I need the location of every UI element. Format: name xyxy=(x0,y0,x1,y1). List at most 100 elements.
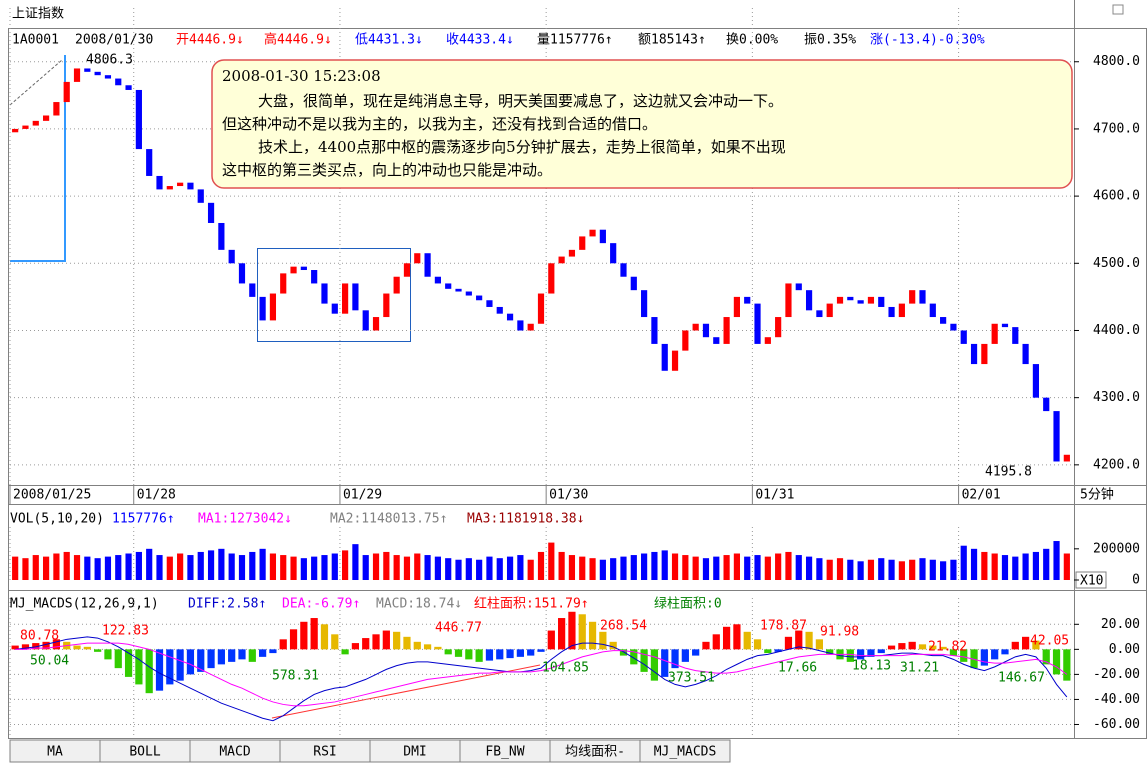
macd-bar xyxy=(949,649,958,656)
volume-bar xyxy=(228,553,235,580)
candle xyxy=(403,263,411,277)
candle xyxy=(455,288,462,292)
volume-bar xyxy=(135,551,142,580)
price-annotation: 4806.3 xyxy=(86,53,133,68)
macd-bar xyxy=(496,649,504,660)
candle xyxy=(177,182,184,187)
macd-bar xyxy=(640,649,648,672)
macd-bar xyxy=(692,649,700,656)
chart-title: 上证指数 xyxy=(12,7,64,22)
volume-bar xyxy=(960,545,967,580)
y-tick-label: 4700.0 xyxy=(1093,121,1140,136)
macd-bar xyxy=(320,624,329,650)
volume-bar xyxy=(671,553,679,580)
candle xyxy=(393,276,400,294)
candle xyxy=(1032,364,1040,398)
macd-bar xyxy=(527,649,535,656)
tab-label[interactable]: MA xyxy=(47,745,63,760)
candle xyxy=(476,295,483,301)
macd-bar xyxy=(712,634,720,650)
macd-bar xyxy=(186,649,195,675)
tab-label[interactable]: DMI xyxy=(403,745,426,760)
macd-bar xyxy=(599,631,607,650)
macd-bar xyxy=(568,611,576,650)
volume-bar xyxy=(434,556,441,580)
candle xyxy=(558,256,565,264)
y-tick-label: 4300.0 xyxy=(1093,390,1140,405)
macd-bar xyxy=(588,621,597,650)
candle xyxy=(671,350,679,371)
legend-item: 红柱面积:151.79↑ xyxy=(474,596,589,612)
tab-label[interactable]: 均线面积- xyxy=(565,745,625,760)
candle xyxy=(383,293,390,318)
unit-label: X10 xyxy=(1080,574,1103,589)
tab-label[interactable]: RSI xyxy=(313,745,336,760)
volume-bar xyxy=(197,551,204,580)
candle xyxy=(919,290,926,304)
candle xyxy=(888,306,895,318)
macd-bar xyxy=(877,649,885,654)
area-label: 446.77 xyxy=(435,621,482,636)
window-icon[interactable] xyxy=(1112,4,1124,15)
y-tick-label: -60.00 xyxy=(1093,717,1140,732)
macd-bar xyxy=(795,630,803,650)
candle xyxy=(682,330,689,351)
y-tick-label: 4400.0 xyxy=(1093,323,1140,338)
volume-bar xyxy=(826,559,833,580)
volume-bar xyxy=(207,550,215,580)
macd-bar xyxy=(393,631,401,650)
macd-bar xyxy=(908,641,916,650)
note-line: 技术上，4400点那中枢的震荡逐步向5分钟扩展去，走势上很简单，如果不出现 xyxy=(258,138,786,156)
macd-bar xyxy=(52,639,61,650)
tab[interactable] xyxy=(639,739,731,763)
volume-bar xyxy=(414,553,421,580)
volume-bar xyxy=(290,556,297,580)
chart-frame xyxy=(8,28,1147,739)
macd-bar xyxy=(980,649,988,666)
header-item: 1A0001 xyxy=(12,33,59,48)
y-tick-label: 4200.0 xyxy=(1093,457,1140,472)
candle xyxy=(610,243,617,264)
guide-line xyxy=(10,55,66,262)
macd-bar xyxy=(403,636,411,650)
macd-bar xyxy=(764,649,772,654)
volume-bar xyxy=(867,559,875,580)
candle xyxy=(517,320,524,331)
volume-bar xyxy=(805,556,813,580)
tab-label[interactable]: BOLL xyxy=(129,745,160,760)
candle xyxy=(847,296,854,301)
macd-bar xyxy=(279,639,287,650)
volume-bar xyxy=(558,551,565,580)
macd-bar xyxy=(423,644,432,650)
tab-label[interactable]: FB_NW xyxy=(485,745,524,760)
macd-bar xyxy=(630,649,638,665)
macd-bar xyxy=(73,645,81,650)
candle xyxy=(115,78,122,86)
volume-bar xyxy=(527,559,534,580)
macd-bar xyxy=(259,649,267,657)
volume-bar xyxy=(651,551,658,580)
legend-item: 1157776↑ xyxy=(112,512,175,527)
volume-bar xyxy=(249,551,256,580)
area-label: 146.67 xyxy=(998,671,1045,686)
macd-bar xyxy=(1021,636,1030,650)
y-tick-label: 20.00 xyxy=(1101,617,1140,632)
macd-bar xyxy=(300,621,308,650)
tab-label[interactable]: MACD xyxy=(219,745,250,760)
macd-bar xyxy=(578,614,586,650)
volume-bar xyxy=(641,553,648,580)
macd-bar xyxy=(310,618,318,650)
volume-bar xyxy=(465,558,472,580)
macd-bar xyxy=(681,649,689,662)
macd-bar xyxy=(454,649,463,657)
tab-label[interactable]: MJ_MACDS xyxy=(654,745,717,760)
header-item: 涨(-13.4)-0.30% xyxy=(870,33,985,48)
candle xyxy=(527,323,534,331)
note-background xyxy=(211,59,1073,189)
macd-bar xyxy=(114,649,122,669)
area-label: 31.21 xyxy=(900,661,939,676)
candle xyxy=(63,81,70,103)
legend-item: 绿柱面积:0 xyxy=(654,597,722,612)
volume-bar xyxy=(579,556,586,580)
